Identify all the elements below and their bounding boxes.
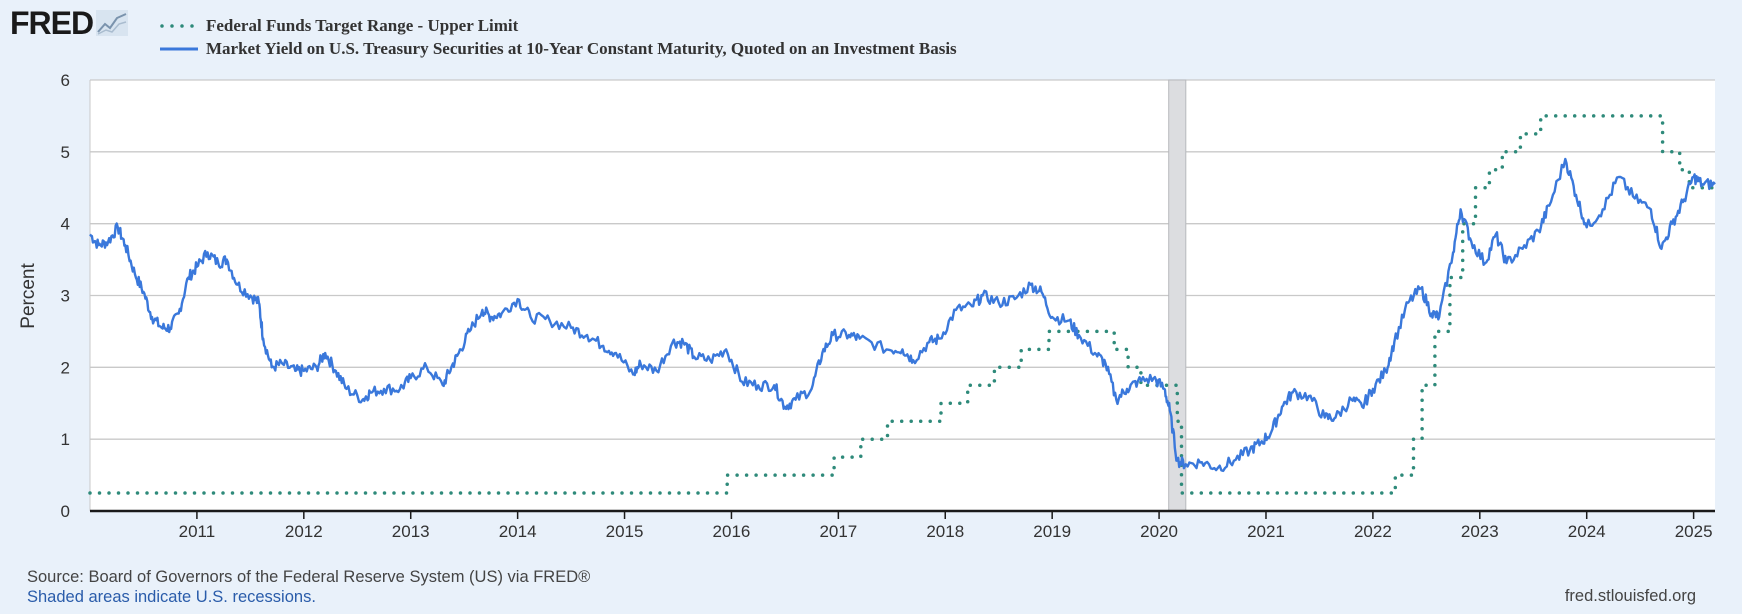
x-tick-label: 2015	[606, 522, 644, 541]
chart-footer: Source: Board of Governors of the Federa…	[27, 567, 590, 607]
x-tick-label: 2012	[285, 522, 323, 541]
x-tick-label: 2014	[499, 522, 537, 541]
x-tick-label: 2021	[1247, 522, 1285, 541]
x-tick-label: 2017	[819, 522, 857, 541]
source-note: Source: Board of Governors of the Federa…	[27, 568, 591, 586]
fred-logo-text: FRED	[10, 4, 94, 41]
legend-label-fed-funds: Federal Funds Target Range - Upper Limit	[206, 15, 519, 35]
recession-note-link[interactable]: Shaded areas indicate U.S. recessions.	[27, 588, 316, 606]
x-tick-label: 2023	[1461, 522, 1499, 541]
fred-chart-icon	[96, 10, 129, 36]
series-fed-funds-upper-limit[interactable]	[88, 114, 1717, 495]
legend-swatch-dotted	[160, 23, 198, 28]
y-tick-label: 5	[61, 143, 70, 162]
chart-legend: Federal Funds Target Range - Upper Limit…	[160, 14, 957, 60]
x-tick-label: 2016	[713, 522, 751, 541]
x-tick-label: 2013	[392, 522, 430, 541]
y-axis-title: Percent	[18, 263, 39, 329]
legend-label-treasury: Market Yield on U.S. Treasury Securities…	[206, 38, 957, 58]
series-10yr-treasury-yield[interactable]	[89, 157, 1716, 473]
legend-item-treasury: Market Yield on U.S. Treasury Securities…	[160, 37, 957, 60]
x-tick-label: 2020	[1140, 522, 1178, 541]
y-tick-label: 2	[61, 358, 70, 377]
y-tick-label: 6	[61, 71, 70, 90]
y-tick-label: 1	[61, 430, 70, 449]
x-tick-label: 2018	[926, 522, 964, 541]
y-tick-label: 4	[61, 215, 70, 234]
x-tick-label: 2011	[179, 522, 216, 541]
x-tick-label: 2025	[1675, 522, 1713, 541]
x-tick-label: 2019	[1033, 522, 1071, 541]
legend-item-fed-funds: Federal Funds Target Range - Upper Limit	[160, 14, 957, 37]
site-url[interactable]: fred.stlouisfed.org	[1564, 587, 1696, 605]
x-tick-label: 2024	[1568, 522, 1606, 541]
y-tick-label: 3	[61, 287, 70, 306]
fred-logo[interactable]: FRED	[10, 4, 129, 41]
x-tick-label: 2022	[1354, 522, 1392, 541]
y-tick-label: 0	[61, 502, 70, 521]
legend-swatch-solid	[160, 47, 198, 50]
